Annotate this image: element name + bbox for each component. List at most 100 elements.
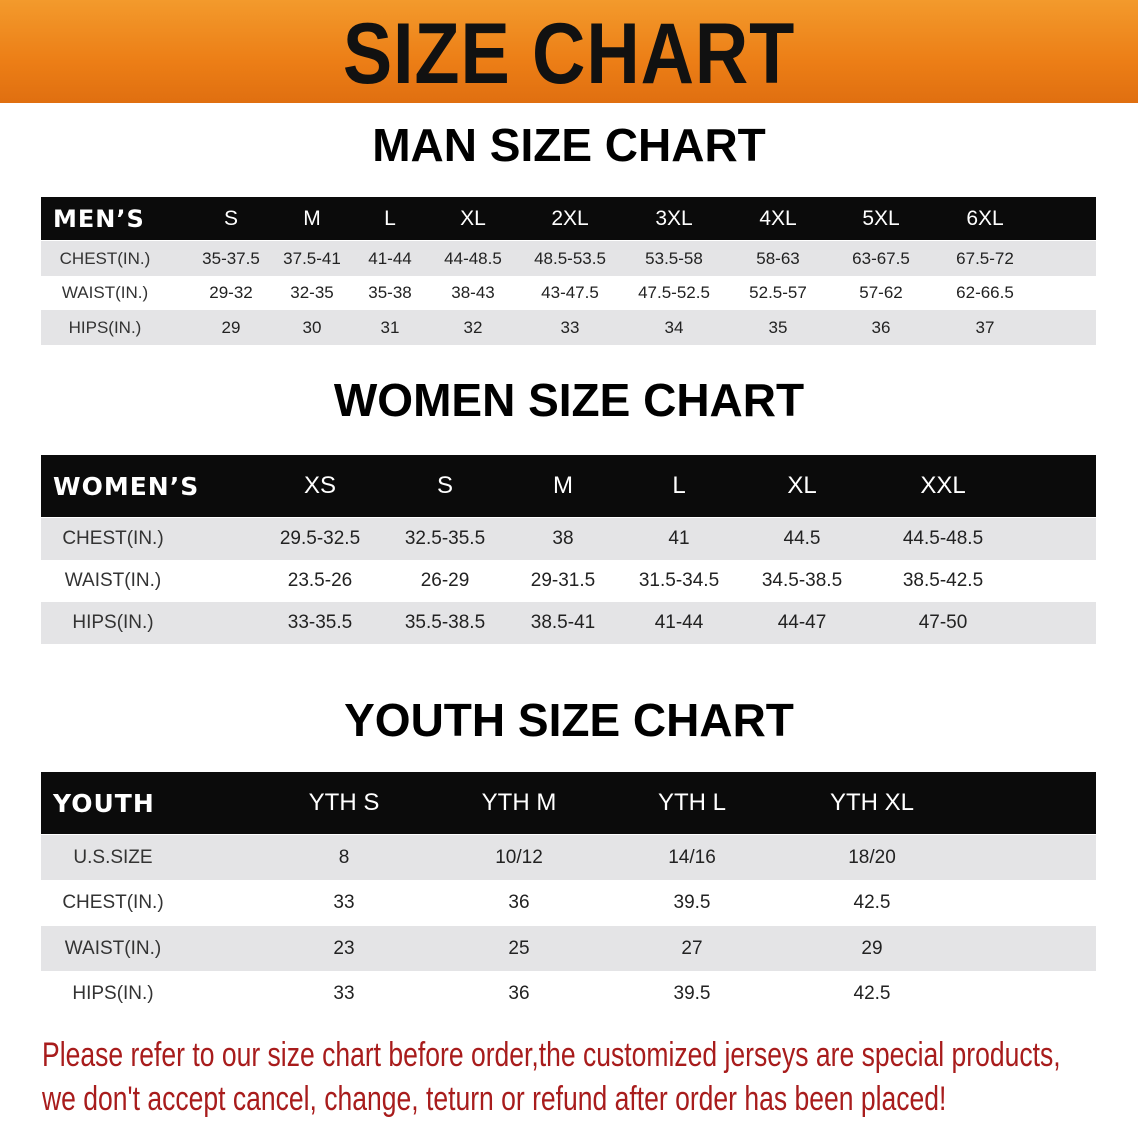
table-cell: 33 [333,982,355,1004]
table-cell: 37.5-41 [283,248,341,268]
table-cell: 35 [768,317,788,337]
table-cell: 27 [681,937,703,959]
table-cell: 23.5-26 [287,570,353,591]
row-label: CHEST(IN.) [59,248,151,268]
table-cell: 42.5 [853,892,891,913]
table-cell: 32-35 [290,283,334,302]
size-header-yth-l: YTH L [657,789,726,816]
size-header-l: L [384,206,396,230]
row-label: CHEST(IN.) [62,528,164,549]
size-header-m: M [303,206,321,230]
table-cell: 39.5 [673,982,711,1004]
row-label: WAIST(IN.) [64,570,162,591]
row-label: CHEST(IN.) [62,892,164,913]
size-header-yth-s: YTH S [308,789,380,816]
size-header-6xl: 6XL [966,206,1004,230]
men-header-label: MEN’S [53,204,145,233]
table-row: HIPS(IN.) 29 30 31 32 33 34 35 36 37 [41,310,1096,345]
table-cell: 48.5-53.5 [534,248,606,268]
row-label: HIPS(IN.) [72,612,154,633]
women-header-label: WOMEN’S [53,471,200,501]
youth-header-label: YOUTH [53,788,155,818]
size-header-xl: XL [787,472,817,499]
size-header-yth-m: YTH M [481,789,557,816]
table-cell: 43-47.5 [541,283,599,302]
table-cell: 38 [552,528,574,549]
table-cell: 44-48.5 [444,248,502,268]
youth-header-row: YOUTH YTH S YTH M YTH L YTH XL [41,772,1096,834]
table-cell: 44.5 [783,528,821,549]
table-cell: 32.5-35.5 [404,528,486,549]
notice-line-2: we don't accept cancel, change, teturn o… [42,1080,947,1118]
size-header-xxl: XXL [920,472,966,499]
table-row: CHEST(IN.) 35-37.5 37.5-41 41-44 44-48.5 48.5… [41,241,1096,276]
size-chart-banner: SIZE CHART [0,0,1138,103]
table-cell: 29 [221,317,241,337]
table-cell: 63-67.5 [852,248,910,268]
women-size-table: WOMEN’S XS S M L XL XXL CHEST(IN.) 29.5-32.5 32.5… [41,455,1096,644]
table-cell: 33-35.5 [287,612,353,633]
size-header-s: S [223,206,238,230]
table-cell: 36 [508,892,530,913]
size-header-2xl: 2XL [551,206,589,230]
table-row: HIPS(IN.) 33 36 39.5 42.5 [41,971,1096,1016]
table-cell: 41-44 [368,248,412,268]
table-cell: 53.5-58 [645,248,703,268]
table-cell: 38.5-42.5 [902,570,984,591]
table-cell: 67.5-72 [956,248,1014,268]
table-cell: 29-31.5 [530,570,596,591]
table-cell: 18/20 [848,846,896,868]
table-row: U.S.SIZE 8 10/12 14/16 18/20 [41,835,1096,880]
table-row: WAIST(IN.) 23 25 27 29 [41,926,1096,971]
table-cell: 23 [333,937,355,959]
notice-line-1: Please refer to our size chart before or… [42,1036,1061,1074]
table-cell: 35-37.5 [202,248,260,268]
table-cell: 35-38 [368,283,412,302]
table-cell: 47-50 [918,612,968,633]
table-row: HIPS(IN.) 33-35.5 35.5-38.5 38.5-41 41-44 44-… [41,602,1096,644]
size-header-s: S [436,472,453,499]
table-cell: 44.5-48.5 [902,528,984,549]
table-cell: 31 [380,317,400,337]
table-cell: 37 [975,317,995,337]
table-cell: 10/12 [495,846,543,868]
table-cell: 35.5-38.5 [404,612,486,633]
table-cell: 34 [664,317,684,337]
women-header-row: WOMEN’S XS S M L XL XXL [41,455,1096,517]
table-cell: 29.5-32.5 [279,528,361,549]
table-cell: 32 [463,317,483,337]
size-header-xs: XS [303,472,336,499]
table-cell: 57-62 [859,283,903,302]
table-row: CHEST(IN.) 29.5-32.5 32.5-35.5 38 41 44.5 44.5… [41,518,1096,560]
men-size-table: MEN’S S M L XL 2XL 3XL 4XL 5XL 6XL CHEST(IN.) 35-37… [41,197,1096,345]
table-cell: 38-43 [451,283,495,302]
table-cell: 39.5 [673,892,711,913]
table-cell: 36 [871,317,891,337]
row-label: WAIST(IN.) [64,937,162,959]
row-label: WAIST(IN.) [61,283,149,302]
table-cell: 8 [338,846,350,868]
size-header-yth-xl: YTH XL [829,789,915,816]
youth-size-table: YOUTH YTH S YTH M YTH L YTH XL U.S.SIZE 8 10/12… [41,772,1096,1016]
row-label: HIPS(IN.) [68,317,142,337]
size-header-l: L [672,472,686,499]
table-cell: 58-63 [756,248,800,268]
table-cell: 30 [302,317,322,337]
table-row: WAIST(IN.) 23.5-26 26-29 29-31.5 31.5-34.5 34… [41,560,1096,602]
table-cell: 42.5 [853,982,891,1004]
table-cell: 34.5-38.5 [761,570,843,591]
table-cell: 31.5-34.5 [638,570,720,591]
table-cell: 44-47 [777,612,827,633]
table-row: WAIST(IN.) 29-32 32-35 35-38 38-43 43-47.5 47.… [41,276,1096,310]
table-cell: 33 [560,317,580,337]
table-cell: 36 [508,982,530,1004]
table-cell: 29-32 [209,283,253,302]
banner-title: SIZE CHART [342,6,796,102]
table-row: CHEST(IN.) 33 36 39.5 42.5 [41,880,1096,926]
table-cell: 62-66.5 [956,283,1014,302]
women-section-title: WOMEN SIZE CHART [333,374,805,426]
size-header-5xl: 5XL [862,206,900,230]
table-cell: 41 [668,528,690,549]
table-cell: 25 [508,937,530,959]
size-header-3xl: 3XL [655,206,693,230]
